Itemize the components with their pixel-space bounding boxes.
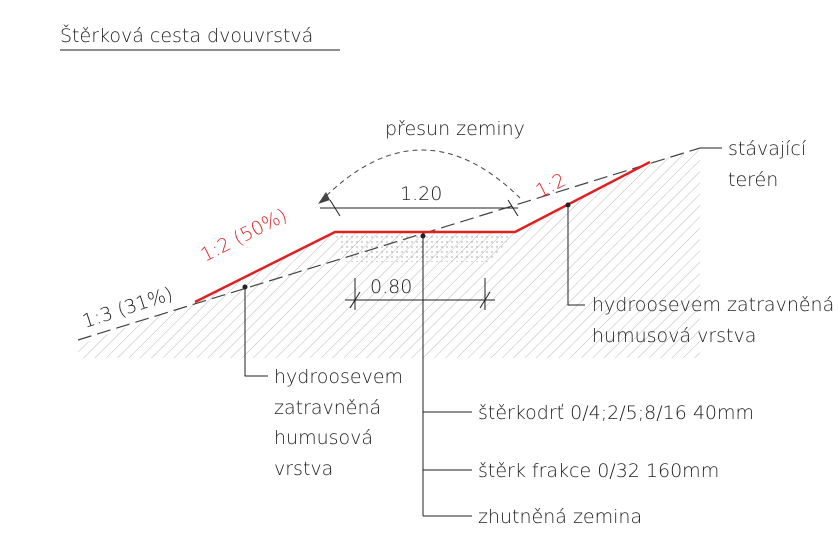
dimension-tick bbox=[507, 199, 519, 217]
topsoil-label: hydroosevem zatravněná bbox=[592, 294, 834, 316]
road-profile bbox=[194, 160, 651, 304]
arrow-head bbox=[318, 192, 330, 204]
terrain-label: stávající bbox=[728, 138, 807, 160]
dimension-label: 1.20 bbox=[400, 183, 442, 205]
topsoil-label: hydroosevem bbox=[274, 366, 403, 388]
title: Štěrková cesta dvouvrstvá bbox=[60, 23, 313, 47]
dimension-label: 0.80 bbox=[370, 276, 412, 298]
topsoil-label: vrstva bbox=[274, 458, 333, 480]
dimension-tick bbox=[479, 291, 491, 309]
layer-label: štěrkodrť 0/4;2/5;8/16 40mm bbox=[478, 402, 754, 424]
slope-label: 1:2 (50%) bbox=[197, 204, 290, 266]
topsoil-label: humusová vrstva bbox=[592, 325, 756, 347]
existing-terrain-line bbox=[77, 147, 701, 341]
earthwork-label: přesun zeminy bbox=[385, 118, 525, 140]
gravel-layers bbox=[335, 232, 515, 262]
dimension-tick bbox=[329, 199, 341, 217]
topsoil-label: zatravněná bbox=[274, 397, 381, 419]
leader bbox=[244, 287, 268, 377]
topsoil-label: humusová bbox=[274, 427, 373, 449]
layer-label: štěrk frakce 0/32 160mm bbox=[478, 460, 719, 482]
layer-label: zhutněná zemina bbox=[478, 506, 642, 528]
dimension-tick bbox=[349, 291, 361, 309]
terrain-label: terén bbox=[728, 169, 778, 191]
leader bbox=[567, 205, 585, 306]
